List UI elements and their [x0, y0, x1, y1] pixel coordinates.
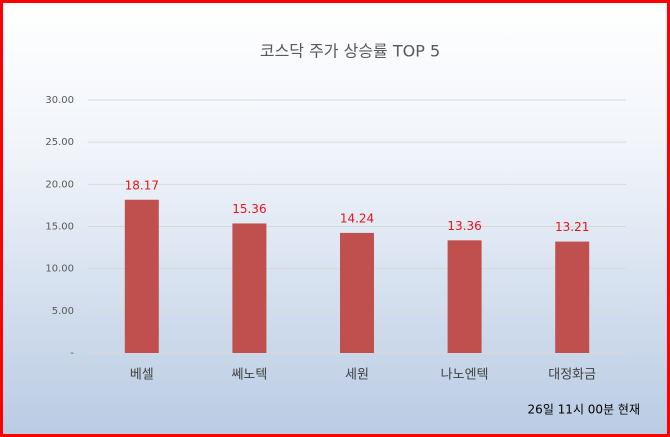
- y-tick-label: -: [70, 348, 74, 359]
- data-label: 15.36: [232, 202, 266, 216]
- y-tick-label: 25.00: [45, 137, 74, 148]
- y-tick-label: 10.00: [45, 264, 74, 275]
- x-tick-label: 세원: [345, 368, 369, 383]
- bar: [447, 240, 482, 353]
- data-label: 13.21: [555, 220, 589, 234]
- x-tick-label: 베셀: [130, 368, 154, 383]
- x-tick-label: 쎄노텍: [231, 368, 267, 383]
- x-tick-label: 대정화금: [548, 368, 596, 383]
- chart-title: 코스닥 주가 상승률 TOP 5: [260, 42, 440, 61]
- data-label: 18.17: [125, 178, 159, 192]
- bar: [555, 241, 590, 353]
- y-tick-label: 15.00: [45, 222, 74, 233]
- bar: [124, 199, 159, 353]
- y-tick-label: 5.00: [52, 306, 74, 317]
- annotation: 26일 11시 00분 현재: [528, 403, 640, 417]
- data-label: 14.24: [340, 211, 374, 225]
- bar: [340, 232, 374, 353]
- x-tick-label: 나노엔텍: [441, 368, 489, 383]
- y-tick-label: 30.00: [45, 95, 74, 106]
- data-label: 13.36: [447, 219, 481, 233]
- y-tick-label: 20.00: [45, 179, 74, 190]
- bar: [232, 223, 267, 353]
